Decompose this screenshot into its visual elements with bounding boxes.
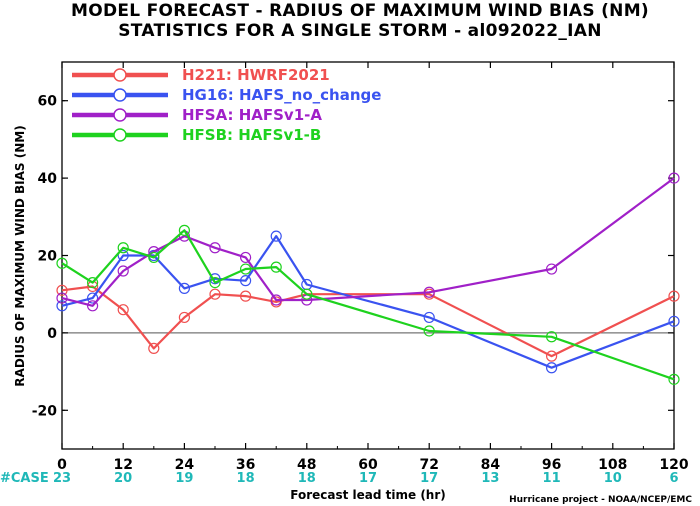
data-point (117, 242, 129, 254)
x-tick-label: 120 (659, 457, 688, 473)
data-point (423, 325, 435, 337)
data-point (117, 304, 129, 316)
data-point (668, 315, 680, 327)
x-tick-label: 72 (419, 457, 438, 473)
x-tick-label: 24 (175, 457, 195, 473)
data-point (668, 290, 680, 302)
data-point (56, 292, 68, 304)
data-point (240, 251, 252, 264)
series-line-hfsb (61, 229, 675, 381)
case-count: 19 (175, 471, 193, 486)
series-line-hfsa (61, 177, 675, 307)
data-point (148, 251, 160, 264)
y-tick-label: 20 (38, 249, 58, 265)
x-tick-label: 84 (481, 457, 501, 473)
y-axis-label: RADIUS OF MAXIMUM WIND BIAS (NM) (13, 125, 27, 386)
x-tick-label: 96 (542, 457, 561, 473)
case-count: 17 (359, 471, 377, 486)
series-hfsb (56, 224, 680, 385)
data-point (270, 294, 282, 306)
x-tick-label: 12 (113, 457, 132, 473)
legend-marker (113, 108, 127, 122)
data-point (86, 300, 99, 312)
data-point (668, 373, 680, 385)
x-axis-label: Forecast lead time (hr) (290, 488, 446, 502)
series-line-hg16 (61, 235, 675, 369)
data-point (209, 273, 221, 285)
case-count: 18 (237, 471, 255, 486)
data-point (423, 286, 435, 298)
legend-item-hfsb: HFSB: HAFSv1-B (72, 126, 321, 144)
data-point (56, 284, 68, 296)
data-point (545, 263, 558, 275)
y-tick-label: 0 (47, 326, 57, 342)
x-tick-label: 108 (598, 457, 627, 473)
data-point (86, 276, 99, 289)
x-tick-label: 36 (236, 457, 255, 473)
data-point (301, 288, 313, 300)
case-count: 6 (669, 471, 678, 486)
case-count: 11 (543, 471, 561, 486)
data-point (240, 290, 252, 302)
chart-title-line2: STATISTICS FOR A SINGLE STORM - al092022… (118, 21, 602, 41)
legend-label: HG16: HAFS_no_change (182, 86, 381, 104)
data-point (148, 342, 160, 354)
data-point (178, 311, 190, 324)
data-point (545, 362, 558, 374)
legend-marker (113, 68, 127, 82)
data-point (178, 224, 190, 236)
legend-item-hfsa: HFSA: HAFSv1-A (72, 106, 322, 124)
y-tick-label: -20 (32, 403, 58, 419)
x-tick-label: 60 (358, 457, 378, 473)
data-point (545, 331, 558, 343)
data-point (240, 263, 252, 275)
legend-item-hg16: HG16: HAFS_no_change (72, 86, 381, 104)
data-point (209, 242, 221, 254)
data-point (270, 261, 282, 273)
case-count: 10 (604, 471, 622, 486)
chart-title-line1: MODEL FORECAST - RADIUS OF MAXIMUM WIND … (71, 1, 649, 21)
case-count: 17 (420, 471, 438, 486)
y-tick-label: 40 (38, 171, 58, 187)
series-line-h221 (61, 285, 675, 358)
case-count: 13 (481, 471, 499, 486)
legend-marker (113, 128, 127, 142)
data-point (86, 292, 99, 304)
credit-text: Hurricane project - NOAA/NCEP/EMC (509, 495, 692, 505)
data-point (545, 350, 558, 362)
case-label: #CASE (0, 471, 49, 486)
legend-marker (113, 88, 127, 102)
legend-label: HFSA: HAFSv1-A (182, 106, 322, 124)
data-point (117, 265, 129, 277)
case-count: 20 (114, 471, 132, 486)
data-point (56, 257, 68, 269)
legend-label: H221: HWRF2021 (182, 66, 330, 84)
data-point (209, 288, 221, 300)
data-point (117, 249, 129, 262)
case-count: 18 (298, 471, 316, 486)
data-point (423, 311, 435, 324)
data-point (209, 276, 221, 289)
data-point (668, 172, 680, 184)
legend-item-h221: H221: HWRF2021 (72, 66, 330, 84)
y-tick-label: 60 (38, 94, 58, 110)
legend-label: HFSB: HAFSv1-B (182, 126, 321, 144)
data-point (240, 275, 252, 287)
data-point (270, 230, 282, 242)
series-hfsa (56, 172, 680, 312)
x-tick-label: 0 (57, 457, 67, 473)
data-point (178, 282, 190, 294)
x-tick-label: 48 (297, 457, 316, 473)
case-count: 23 (53, 471, 71, 486)
data-point (56, 300, 68, 312)
